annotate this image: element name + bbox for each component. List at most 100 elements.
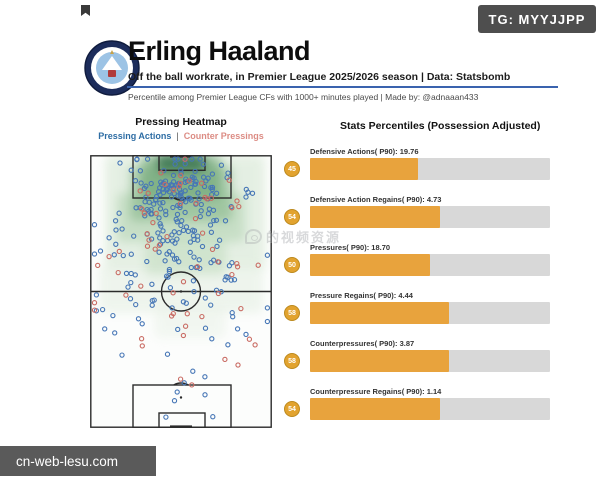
scatter-point xyxy=(197,213,203,220)
scatter-point xyxy=(143,194,149,200)
scatter-point xyxy=(200,161,206,167)
scatter-point xyxy=(182,156,188,162)
stat-label: Pressures( P90): 18.70 xyxy=(310,243,391,252)
scatter-point xyxy=(199,230,206,236)
percentile-bar-fill xyxy=(310,350,450,372)
scatter-point xyxy=(158,170,164,176)
scatter-point xyxy=(95,262,101,269)
scatter-point xyxy=(191,175,197,181)
scatter-point xyxy=(216,237,223,243)
scatter-point xyxy=(160,199,166,206)
scatter-point xyxy=(215,290,222,297)
scatter-point xyxy=(91,251,98,257)
stats-rows: 45 Defensive Actions( P90): 19.76 54 Defens… xyxy=(282,145,562,433)
percentile-badge: 58 xyxy=(284,353,300,369)
percentile-bar-fill xyxy=(310,206,440,228)
scatter-point xyxy=(158,223,164,229)
scatter-point xyxy=(174,389,180,395)
scatter-point xyxy=(198,208,204,214)
scatter-point xyxy=(215,259,221,265)
scatter-point xyxy=(119,352,125,358)
scatter-point xyxy=(189,382,195,388)
scatter-point xyxy=(264,318,271,325)
scatter-point xyxy=(145,190,151,196)
scatter-point xyxy=(97,248,104,254)
scatter-point xyxy=(211,217,217,224)
legend-separator: | xyxy=(176,131,179,141)
pitch-lines-and-points xyxy=(90,155,272,428)
scatter-point xyxy=(172,161,178,167)
scatter-point xyxy=(243,194,249,200)
scatter-point xyxy=(162,258,168,264)
scatter-point xyxy=(196,257,202,263)
pitch-spots xyxy=(170,155,192,428)
scatter-point xyxy=(167,285,174,291)
scatter-point xyxy=(208,184,214,191)
stat-row-3: 58 Pressure Regains( P90): 4.44 xyxy=(282,289,562,337)
scatter-point xyxy=(264,305,271,311)
scatter-point xyxy=(179,189,185,196)
scatter-point xyxy=(183,224,190,230)
heatmap-legend: Pressing Actions | Counter Pressings xyxy=(60,131,302,141)
scatter-point xyxy=(91,300,98,306)
scatter-point xyxy=(236,203,242,210)
site-banner: cn-web-lesu.com xyxy=(0,446,156,476)
scatter-point xyxy=(222,277,228,283)
scatter-point xyxy=(177,200,184,207)
scatter-point xyxy=(191,254,197,260)
scatter-point xyxy=(113,241,119,247)
scatter-point xyxy=(137,188,143,194)
scatter-point xyxy=(187,249,193,256)
scatter-point xyxy=(226,177,232,183)
scatter-point xyxy=(204,196,210,202)
scatter-point xyxy=(213,190,220,196)
scatter-point xyxy=(202,295,208,301)
scatter-point xyxy=(164,233,170,240)
scatter-point xyxy=(116,248,122,255)
scatter-point xyxy=(170,172,177,179)
scatter-point xyxy=(149,302,155,308)
scatter-point xyxy=(157,241,164,247)
percentile-bar-track xyxy=(310,206,550,228)
scatter-point xyxy=(180,227,187,234)
scatter-point xyxy=(201,183,208,190)
scatter-point xyxy=(186,178,192,184)
scatter-point xyxy=(222,356,228,363)
scatter-point xyxy=(155,230,161,236)
header-divider xyxy=(127,86,558,88)
scatter-point xyxy=(235,362,241,368)
scatter-point xyxy=(139,206,145,212)
scatter-point xyxy=(139,343,145,349)
scatter-point xyxy=(138,180,144,186)
scatter-point xyxy=(149,281,155,287)
scatter-point xyxy=(134,156,140,162)
percentile-bar-fill xyxy=(310,302,450,324)
scatter-point xyxy=(127,296,134,302)
scatter-point xyxy=(176,230,182,236)
scatter-point xyxy=(156,242,163,248)
scatter-point xyxy=(184,311,190,317)
stat-label: Defensive Action Regains( P90): 4.73 xyxy=(310,195,442,204)
scatter-point xyxy=(208,302,214,308)
scatter-point xyxy=(198,180,205,186)
scatter-point xyxy=(106,235,112,241)
scatter-point xyxy=(164,251,170,257)
scatter-point xyxy=(209,336,215,342)
scatter-point xyxy=(112,330,118,336)
scatter-point xyxy=(178,222,184,229)
scatter-point xyxy=(157,206,164,212)
scatter-point xyxy=(169,305,175,311)
scatter-point xyxy=(173,216,179,222)
page-subtitle: Off the ball workrate, in Premier League… xyxy=(128,71,511,83)
scatter-point xyxy=(128,270,134,277)
scatter-point xyxy=(202,374,208,380)
scatter-point xyxy=(229,205,235,211)
scatter-point xyxy=(172,156,178,162)
scatter-point xyxy=(163,186,169,193)
scatter-point xyxy=(174,219,180,225)
percentile-badge: 45 xyxy=(284,161,300,177)
scatter-point xyxy=(249,190,256,196)
scatter-point xyxy=(199,243,206,250)
scatter-point xyxy=(193,200,199,206)
scatter-point xyxy=(229,271,235,278)
